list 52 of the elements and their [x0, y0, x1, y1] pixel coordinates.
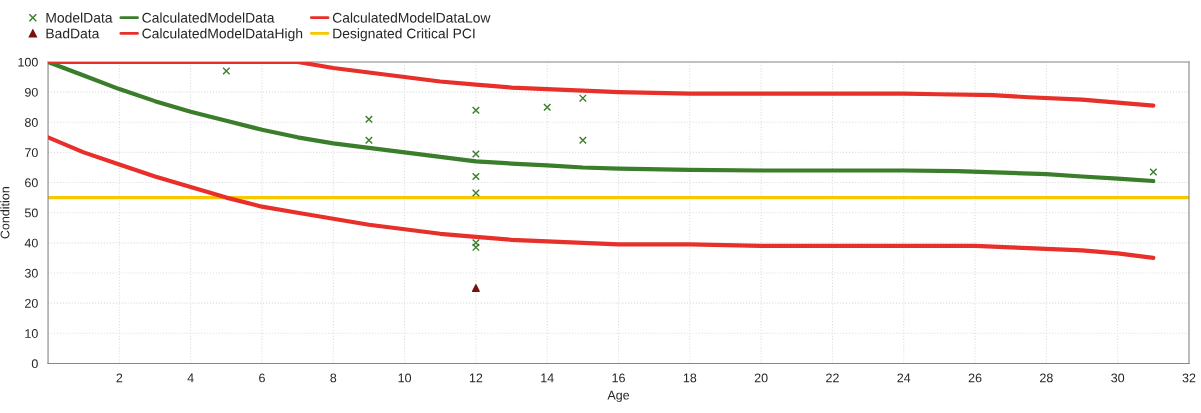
x-tick-label: 12	[469, 373, 483, 383]
x-tick-label: 18	[683, 373, 697, 383]
line-series	[48, 61, 1156, 108]
point	[364, 136, 373, 145]
line-series	[48, 61, 1156, 184]
y-tick-label: 70	[25, 148, 38, 158]
y-tick-label: 60	[25, 178, 38, 188]
y-axis-title: Condition	[0, 187, 10, 239]
line-series	[48, 135, 1156, 261]
x-tick-label: 14	[541, 373, 554, 383]
point	[543, 103, 552, 112]
point	[471, 238, 480, 247]
point	[578, 136, 587, 145]
y-tick-label: 0	[31, 359, 38, 369]
y-tick-label: 10	[25, 329, 38, 338]
point	[471, 284, 480, 293]
x-tick-label: 10	[398, 373, 412, 383]
point	[471, 172, 480, 181]
point	[471, 189, 480, 198]
point	[222, 67, 231, 75]
legend-label: CalculatedModelData	[142, 12, 275, 23]
x-tick-label: 8	[330, 373, 337, 383]
x-tick-label: 32	[1182, 373, 1196, 383]
y-tick-label: 80	[24, 118, 38, 127]
legend-label: ModelData	[46, 12, 113, 23]
y-tick-label: 30	[24, 268, 38, 278]
point	[578, 94, 587, 103]
y-tick-label: 100	[18, 57, 38, 67]
y-tick-label: 40	[24, 238, 38, 248]
y-tick-label: 90	[25, 87, 38, 97]
x-tick-label: 30	[1111, 373, 1125, 383]
legend-label: CalculatedModelDataHigh	[142, 28, 303, 42]
legend-label: CalculatedModelDataLow	[332, 12, 491, 23]
x-tick-label: 22	[826, 373, 839, 383]
point	[364, 115, 373, 124]
x-axis-title: Age	[607, 390, 630, 403]
x-tick-label: 16	[612, 373, 625, 383]
x-tick-label: 4	[187, 373, 194, 383]
legend-label: Designated Critical PCI	[333, 28, 475, 42]
point	[1149, 168, 1158, 176]
point	[471, 149, 480, 158]
x-tick-label: 24	[897, 373, 911, 383]
point	[471, 243, 480, 252]
x-tick-label: 26	[968, 373, 982, 383]
x-tick-label: 28	[1040, 373, 1053, 383]
x-tick-label: 2	[116, 373, 123, 383]
y-tick-label: 20	[25, 298, 38, 308]
x-tick-label: 6	[259, 373, 265, 383]
legend-label: BadData	[46, 28, 100, 39]
y-tick-label: 50	[24, 208, 38, 218]
x-tick-label: 20	[754, 373, 768, 383]
point	[471, 106, 480, 115]
